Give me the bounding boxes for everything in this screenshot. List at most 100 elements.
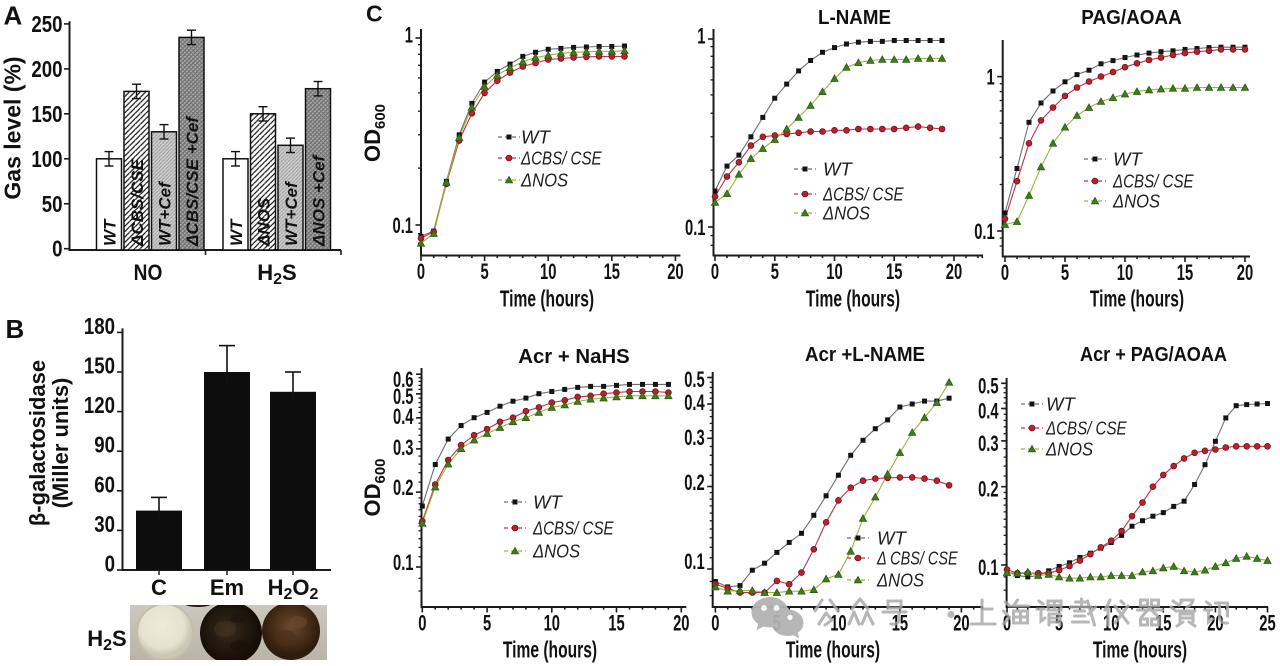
svg-text:Time (hours): Time (hours)	[786, 637, 880, 663]
svg-text:H2S: H2S	[257, 260, 296, 288]
svg-text:Gas level (%): Gas level (%)	[0, 56, 26, 199]
svg-text:1: 1	[987, 65, 995, 90]
svg-text:0: 0	[1003, 611, 1011, 636]
svg-text:60: 60	[94, 471, 115, 497]
svg-text:0.2: 0.2	[978, 477, 999, 502]
svg-text:ΔCBS/ CSE: ΔCBS/ CSE	[1112, 171, 1194, 192]
svg-text:ΔCBS/ CSE: ΔCBS/ CSE	[822, 184, 904, 205]
svg-text:150: 150	[84, 353, 115, 379]
svg-text:0: 0	[52, 236, 62, 262]
svg-text:0: 0	[1001, 260, 1009, 285]
svg-text:0.5: 0.5	[684, 367, 705, 392]
svg-text:0.2: 0.2	[393, 475, 414, 500]
svg-text:0.1: 0.1	[685, 215, 706, 240]
svg-text:5: 5	[1061, 260, 1069, 285]
svg-text:WT: WT	[823, 159, 853, 180]
svg-text:100: 100	[31, 146, 62, 172]
svg-text:WT+Cef: WT+Cef	[282, 180, 301, 246]
svg-text:180: 180	[84, 313, 115, 339]
svg-text:10: 10	[830, 611, 846, 636]
svg-text:15: 15	[892, 611, 908, 636]
svg-text:5: 5	[771, 259, 779, 284]
svg-text:0.1: 0.1	[393, 550, 414, 575]
svg-text:0.1: 0.1	[684, 549, 705, 574]
svg-text:WT: WT	[533, 492, 563, 513]
svg-text:WT+Cef: WT+Cef	[156, 180, 175, 246]
svg-text:30: 30	[94, 511, 115, 537]
svg-text:ΔNOS: ΔNOS	[532, 541, 580, 562]
svg-text:Time (hours): Time (hours)	[806, 286, 900, 312]
svg-text:0.1: 0.1	[978, 555, 999, 580]
svg-text:0.5: 0.5	[393, 384, 414, 409]
svg-text:WT: WT	[1046, 394, 1076, 415]
svg-text:0: 0	[711, 259, 719, 284]
svg-text:B: B	[6, 314, 25, 344]
svg-text:10: 10	[544, 611, 560, 636]
svg-text:PAG/AOAA: PAG/AOAA	[1081, 7, 1182, 29]
svg-text:1: 1	[405, 23, 413, 48]
svg-text:β-galactosidase: β-galactosidase	[25, 360, 50, 526]
svg-text:5: 5	[481, 259, 489, 284]
svg-text:0.6: 0.6	[393, 367, 414, 392]
svg-text:(Miller units): (Miller units)	[48, 378, 73, 509]
svg-text:0.5: 0.5	[978, 373, 999, 398]
svg-text:120: 120	[84, 392, 115, 418]
svg-text:ΔCBS/CSE: ΔCBS/CSE	[128, 158, 147, 247]
svg-text:0.1: 0.1	[974, 219, 995, 244]
svg-text:Acr +L-NAME: Acr +L-NAME	[805, 344, 925, 366]
svg-text:ΔCBS/ CSE: ΔCBS/ CSE	[1045, 418, 1127, 439]
svg-text:20: 20	[667, 259, 683, 284]
svg-text:C: C	[366, 1, 383, 27]
svg-text:0.4: 0.4	[684, 390, 705, 415]
svg-text:Time (hours): Time (hours)	[500, 286, 594, 312]
svg-text:90: 90	[94, 432, 115, 458]
svg-text:20: 20	[1237, 260, 1253, 285]
svg-text:ΔNOS: ΔNOS	[822, 203, 870, 224]
svg-text:15: 15	[1177, 260, 1193, 285]
svg-text:15: 15	[886, 259, 902, 284]
svg-text:10: 10	[1117, 260, 1133, 285]
svg-text:0: 0	[417, 259, 425, 284]
svg-text:Time (hours): Time (hours)	[1093, 637, 1187, 663]
svg-text:10: 10	[540, 259, 556, 284]
svg-text:ΔNOS: ΔNOS	[1045, 439, 1093, 460]
svg-text:0: 0	[105, 551, 115, 577]
svg-text:WT: WT	[101, 218, 120, 246]
svg-text:ΔNOS: ΔNOS	[876, 570, 924, 591]
svg-text:15: 15	[604, 259, 620, 284]
svg-text:200: 200	[31, 56, 62, 82]
svg-text:50: 50	[42, 191, 63, 217]
svg-text:20: 20	[946, 259, 962, 284]
svg-text:WT: WT	[521, 127, 551, 148]
svg-text:NO: NO	[134, 260, 163, 285]
svg-text:ΔCBS/CSE +Cef: ΔCBS/CSE +Cef	[183, 115, 202, 247]
svg-text:WT: WT	[227, 218, 246, 246]
svg-text:0.2: 0.2	[684, 470, 705, 495]
svg-text:WT: WT	[877, 528, 907, 549]
svg-text:0.4: 0.4	[978, 399, 999, 424]
svg-text:Δ CBS/ CSE: Δ CBS/ CSE	[876, 548, 958, 569]
svg-text:150: 150	[31, 101, 62, 127]
svg-text:ΔNOS: ΔNOS	[255, 197, 274, 247]
svg-text:ΔNOS: ΔNOS	[520, 170, 568, 191]
svg-text:Em: Em	[210, 575, 244, 600]
svg-text:A: A	[4, 1, 23, 31]
svg-text:Acr + PAG/AOAA: Acr + PAG/AOAA	[1080, 344, 1227, 366]
svg-text:ΔCBS/ CSE: ΔCBS/ CSE	[532, 518, 614, 539]
svg-text:20: 20	[673, 611, 689, 636]
svg-text:Acr + NaHS: Acr + NaHS	[518, 346, 630, 368]
svg-text:0.3: 0.3	[684, 425, 705, 450]
svg-text:10: 10	[826, 259, 842, 284]
svg-text:ΔNOS: ΔNOS	[1112, 191, 1160, 212]
svg-text:ΔCBS/ CSE: ΔCBS/ CSE	[520, 148, 602, 169]
svg-text:L-NAME: L-NAME	[818, 7, 891, 29]
svg-text:WT: WT	[1113, 149, 1143, 170]
svg-text:Time (hours): Time (hours)	[1090, 286, 1184, 312]
svg-text:20: 20	[953, 611, 969, 636]
svg-text:C: C	[151, 575, 167, 600]
svg-text:1: 1	[697, 24, 705, 49]
svg-text:0.4: 0.4	[393, 404, 414, 429]
svg-text:Time (hours): Time (hours)	[503, 637, 597, 663]
svg-text:250: 250	[31, 11, 62, 37]
svg-text:ΔNOS +Cef: ΔNOS +Cef	[310, 153, 329, 247]
